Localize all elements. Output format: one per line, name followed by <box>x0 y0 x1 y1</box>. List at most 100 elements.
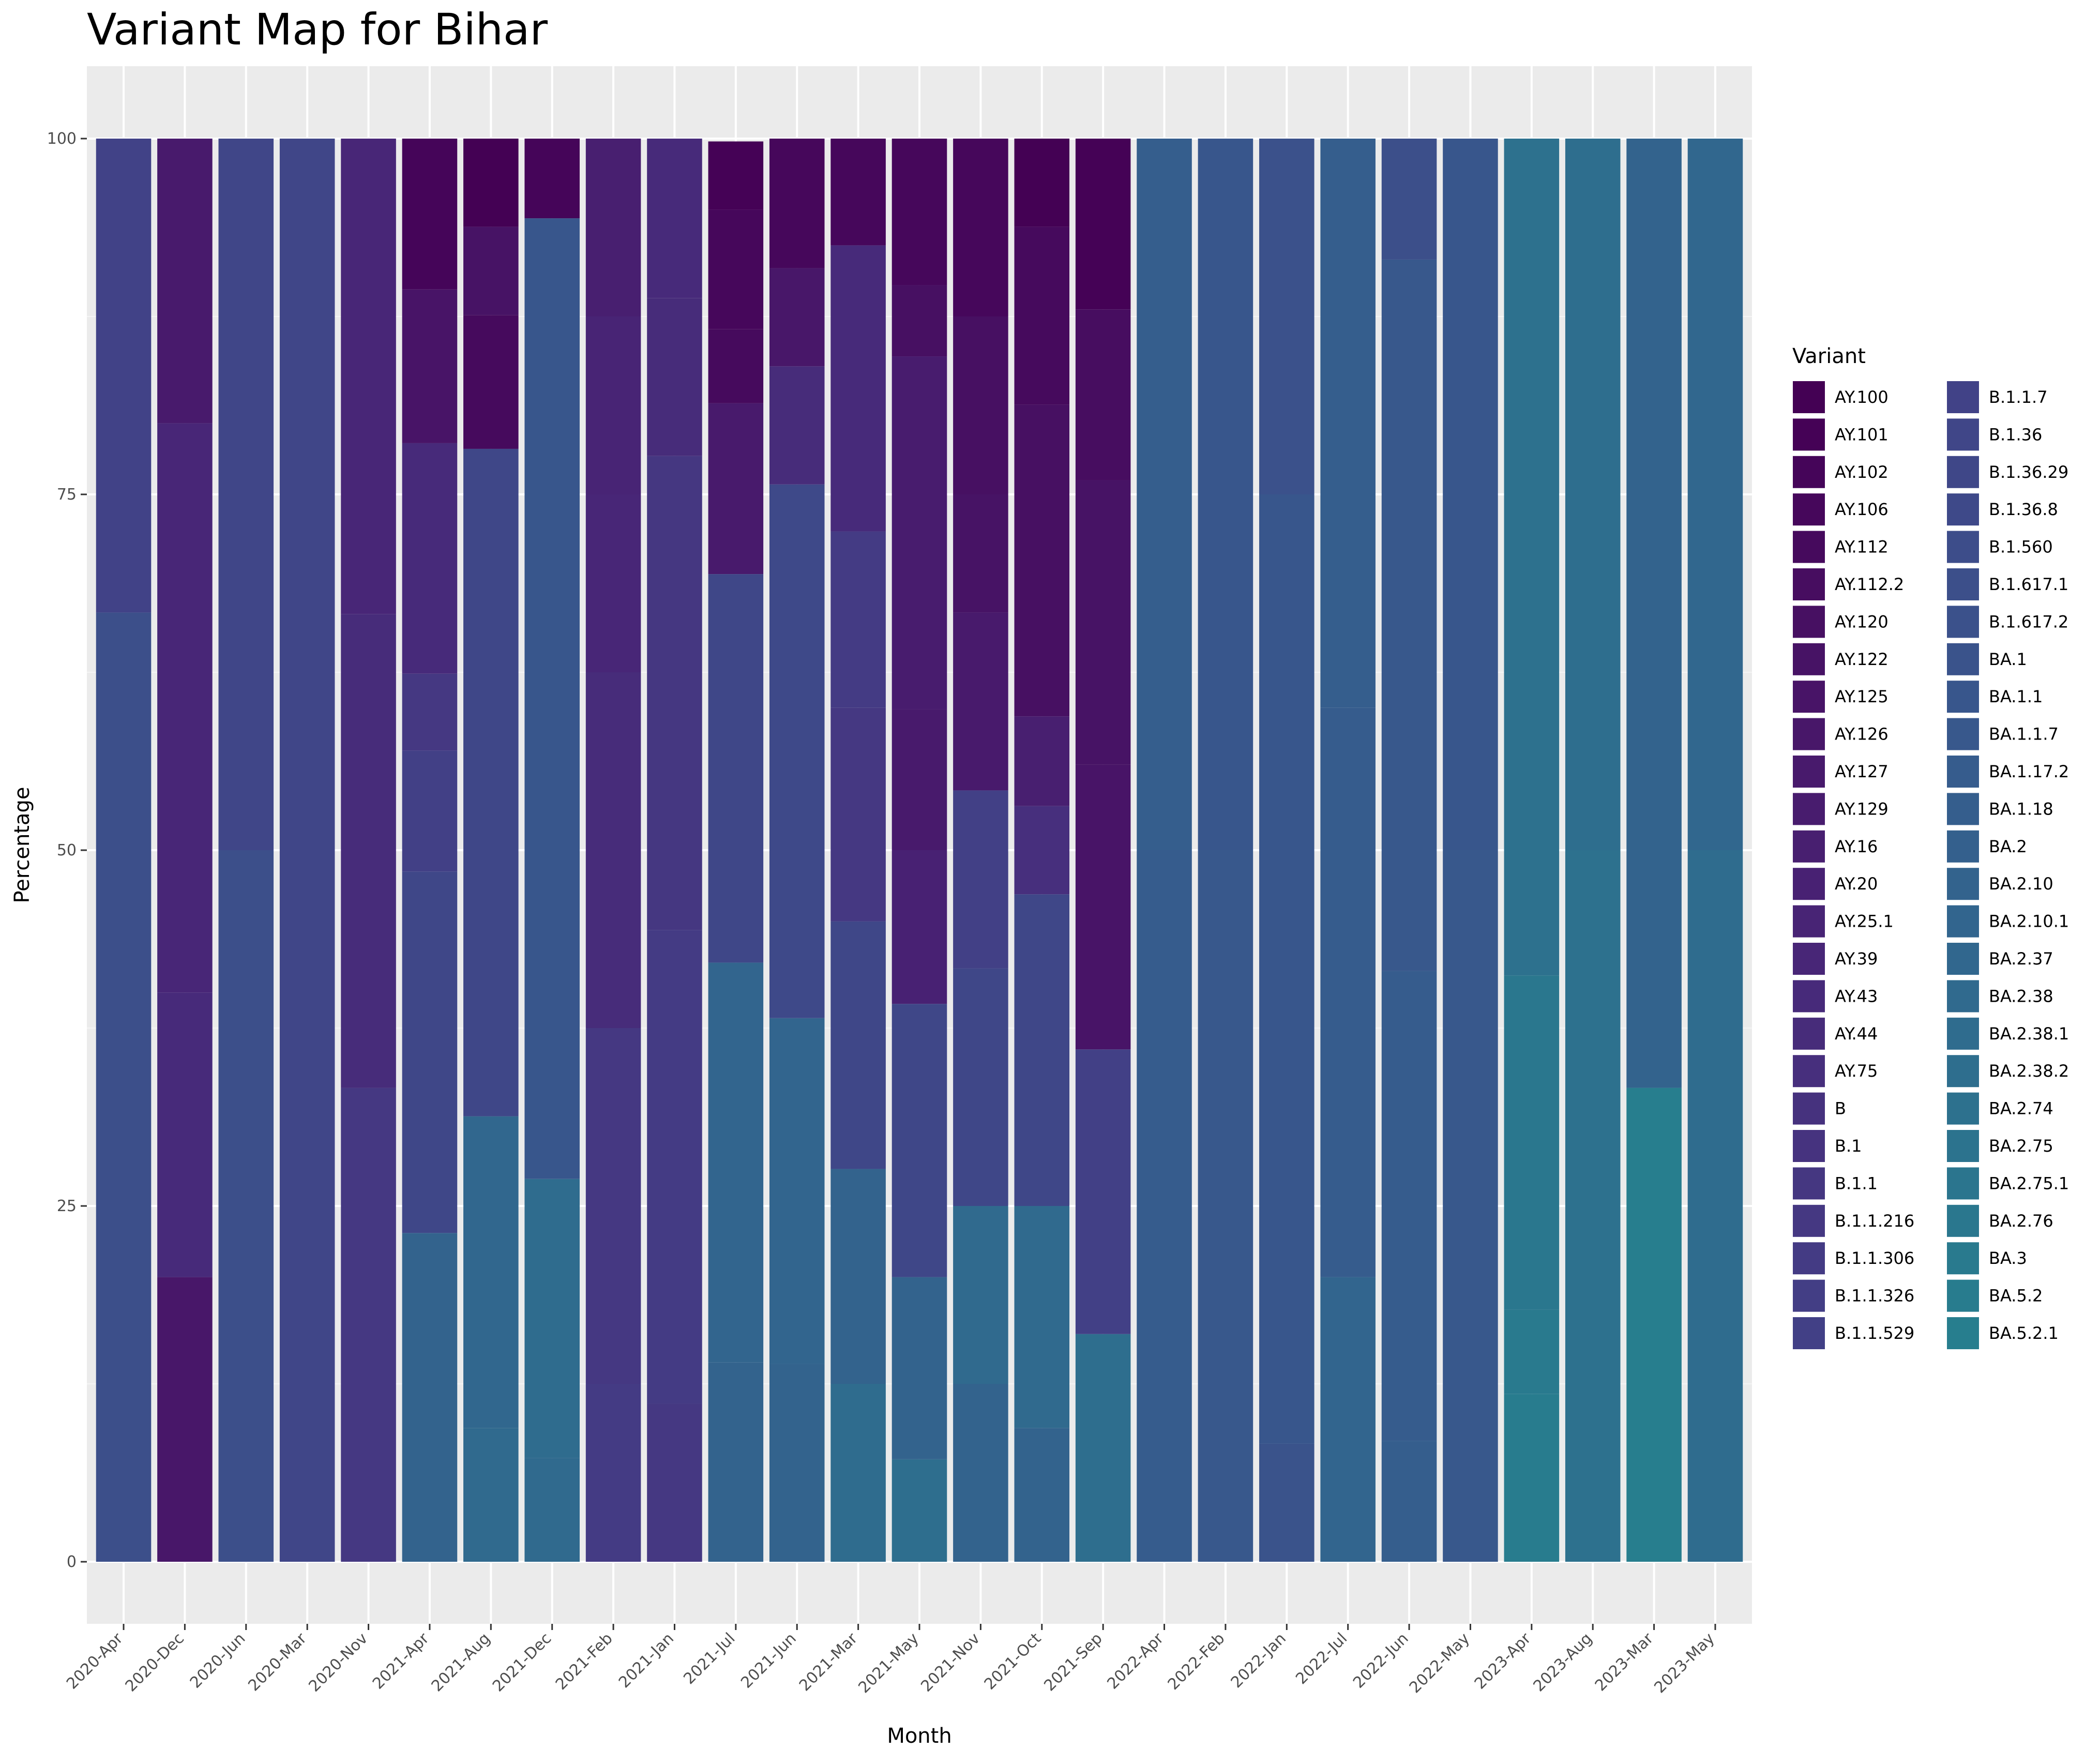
bar-segment <box>708 574 764 963</box>
legend-key <box>1792 867 1826 901</box>
x-tick-label: 2022-Jun <box>1350 1630 1412 1692</box>
legend-key <box>1946 792 1980 826</box>
legend-item: BA.1.18 <box>1946 792 2053 826</box>
bar-segment <box>647 1404 702 1562</box>
legend-label: B.1 <box>1835 1136 1862 1156</box>
legend-label: BA.2.38.2 <box>1989 1061 2069 1081</box>
legend-key <box>1946 605 1980 639</box>
legend-label: B.1.1 <box>1835 1173 1878 1193</box>
legend-item: AY.75 <box>1792 1054 1878 1089</box>
bar-stack-2022-Feb <box>1198 139 1253 1562</box>
legend-item: AY.16 <box>1792 829 1878 864</box>
legend-label: B.1.1.529 <box>1835 1323 1914 1343</box>
legend-key <box>1792 605 1826 639</box>
bar-segment <box>463 227 519 315</box>
bar-segment <box>953 612 1008 791</box>
x-tick-label: 2021-Feb <box>552 1630 616 1694</box>
legend-item: BA.1.1.7 <box>1946 717 2059 751</box>
legend-label: AY.39 <box>1835 949 1878 969</box>
bar-segment <box>1075 480 1131 765</box>
bar-stack-2020-Jun <box>218 139 274 1562</box>
legend-item: AY.122 <box>1792 642 1889 676</box>
bar-segment <box>402 871 458 1233</box>
bar-segment <box>1687 850 1743 1562</box>
legend-key <box>1946 1129 1980 1163</box>
legend-item: BA.2.10 <box>1946 867 2053 901</box>
legend-item: BA.2.38.1 <box>1946 1016 2069 1051</box>
bar-segment <box>830 1384 886 1562</box>
bar-stack-2021-Nov <box>953 139 1008 1562</box>
legend-key <box>1792 680 1826 714</box>
x-tick-label: 2023-Aug <box>1530 1630 1596 1695</box>
bar-stack-2021-Apr <box>402 139 458 1562</box>
x-tick-label: 2023-Apr <box>1471 1629 1535 1693</box>
legend-item: B.1.36 <box>1946 417 2042 452</box>
bar-segment <box>708 329 764 403</box>
legend-key <box>1792 455 1826 489</box>
bar-segment <box>647 139 702 298</box>
bar-segment <box>830 531 886 708</box>
bar-stack-2022-Apr <box>1137 139 1192 1562</box>
x-tick-label: 2021-May <box>855 1630 922 1697</box>
bar-segment <box>1320 139 1376 708</box>
bar-stack-2022-Jul <box>1320 139 1376 1562</box>
x-tick-label: 2021-Jan <box>615 1630 677 1692</box>
legend-label: AY.20 <box>1835 874 1878 894</box>
bar-segment <box>1137 850 1192 1562</box>
legend-key <box>1792 1129 1826 1163</box>
bar-segment <box>1014 1428 1070 1562</box>
x-tick-label: 2021-Sep <box>1040 1630 1106 1695</box>
legend-label: AY.112.2 <box>1835 575 1904 594</box>
legend-item: BA.5.2.1 <box>1946 1316 2059 1350</box>
legend-label: BA.1.1 <box>1989 687 2043 706</box>
bar-segment <box>708 403 764 575</box>
legend-key <box>1946 492 1980 527</box>
legend-item: AY.112.2 <box>1792 567 1904 601</box>
legend-item: B.1.1.326 <box>1792 1278 1914 1313</box>
legend-label: BA.2.38 <box>1989 986 2053 1006</box>
bars <box>96 139 1743 1562</box>
bar-segment <box>1014 227 1070 405</box>
legend-label: B.1.1.7 <box>1989 387 2048 407</box>
legend-label: B.1.617.1 <box>1989 575 2068 594</box>
x-tick-label: 2021-Jun <box>737 1630 800 1692</box>
legend-label: B.1.560 <box>1989 537 2053 557</box>
bar-segment <box>647 456 702 930</box>
legend-key <box>1792 1203 1826 1238</box>
legend-item: BA.1.1 <box>1946 680 2043 714</box>
legend-label: BA.1.1.7 <box>1989 725 2059 744</box>
bar-segment <box>1075 764 1131 1050</box>
bar-segment <box>1014 404 1070 717</box>
bar-segment <box>1565 139 1621 850</box>
legend-label: AY.127 <box>1835 762 1889 781</box>
bar-segment <box>585 139 641 316</box>
legend-label: BA.2.76 <box>1989 1211 2053 1231</box>
x-tick-label: 2020-Jun <box>187 1630 249 1692</box>
legend-item: AY.106 <box>1792 492 1889 527</box>
legend-label: B.1.1.306 <box>1835 1248 1914 1268</box>
y-axis: 0 25 50 75 100 <box>47 130 87 1571</box>
bar-segment <box>830 707 886 922</box>
x-axis: 2020-Apr2020-Dec2020-Jun2020-Mar2020-Nov… <box>63 1624 1718 1697</box>
legend-label: AY.106 <box>1835 500 1889 519</box>
legend-key <box>1792 755 1826 789</box>
bar-segment <box>1504 139 1560 976</box>
bar-stack-2020-Apr <box>96 139 152 1562</box>
bar-stack-2022-May <box>1443 139 1498 1562</box>
bar-segment <box>1381 1441 1437 1562</box>
legend-label: B.1.36.8 <box>1989 500 2058 519</box>
legend-label: BA.3 <box>1989 1248 2027 1268</box>
bar-segment <box>1014 894 1070 1206</box>
legend-label: AY.102 <box>1835 462 1889 482</box>
legend-key <box>1792 1278 1826 1313</box>
bar-segment <box>402 1233 458 1562</box>
legend-key <box>1792 717 1826 751</box>
bar-segment <box>830 245 886 532</box>
legend-key <box>1792 380 1826 414</box>
legend-label: AY.112 <box>1835 537 1889 557</box>
legend-item: BA.5.2 <box>1946 1278 2043 1313</box>
bar-segment <box>830 1169 886 1384</box>
x-tick-label: 2020-Nov <box>305 1630 371 1696</box>
bar-segment <box>892 285 947 357</box>
chart-title: Variant Map for Bihar <box>87 4 548 55</box>
